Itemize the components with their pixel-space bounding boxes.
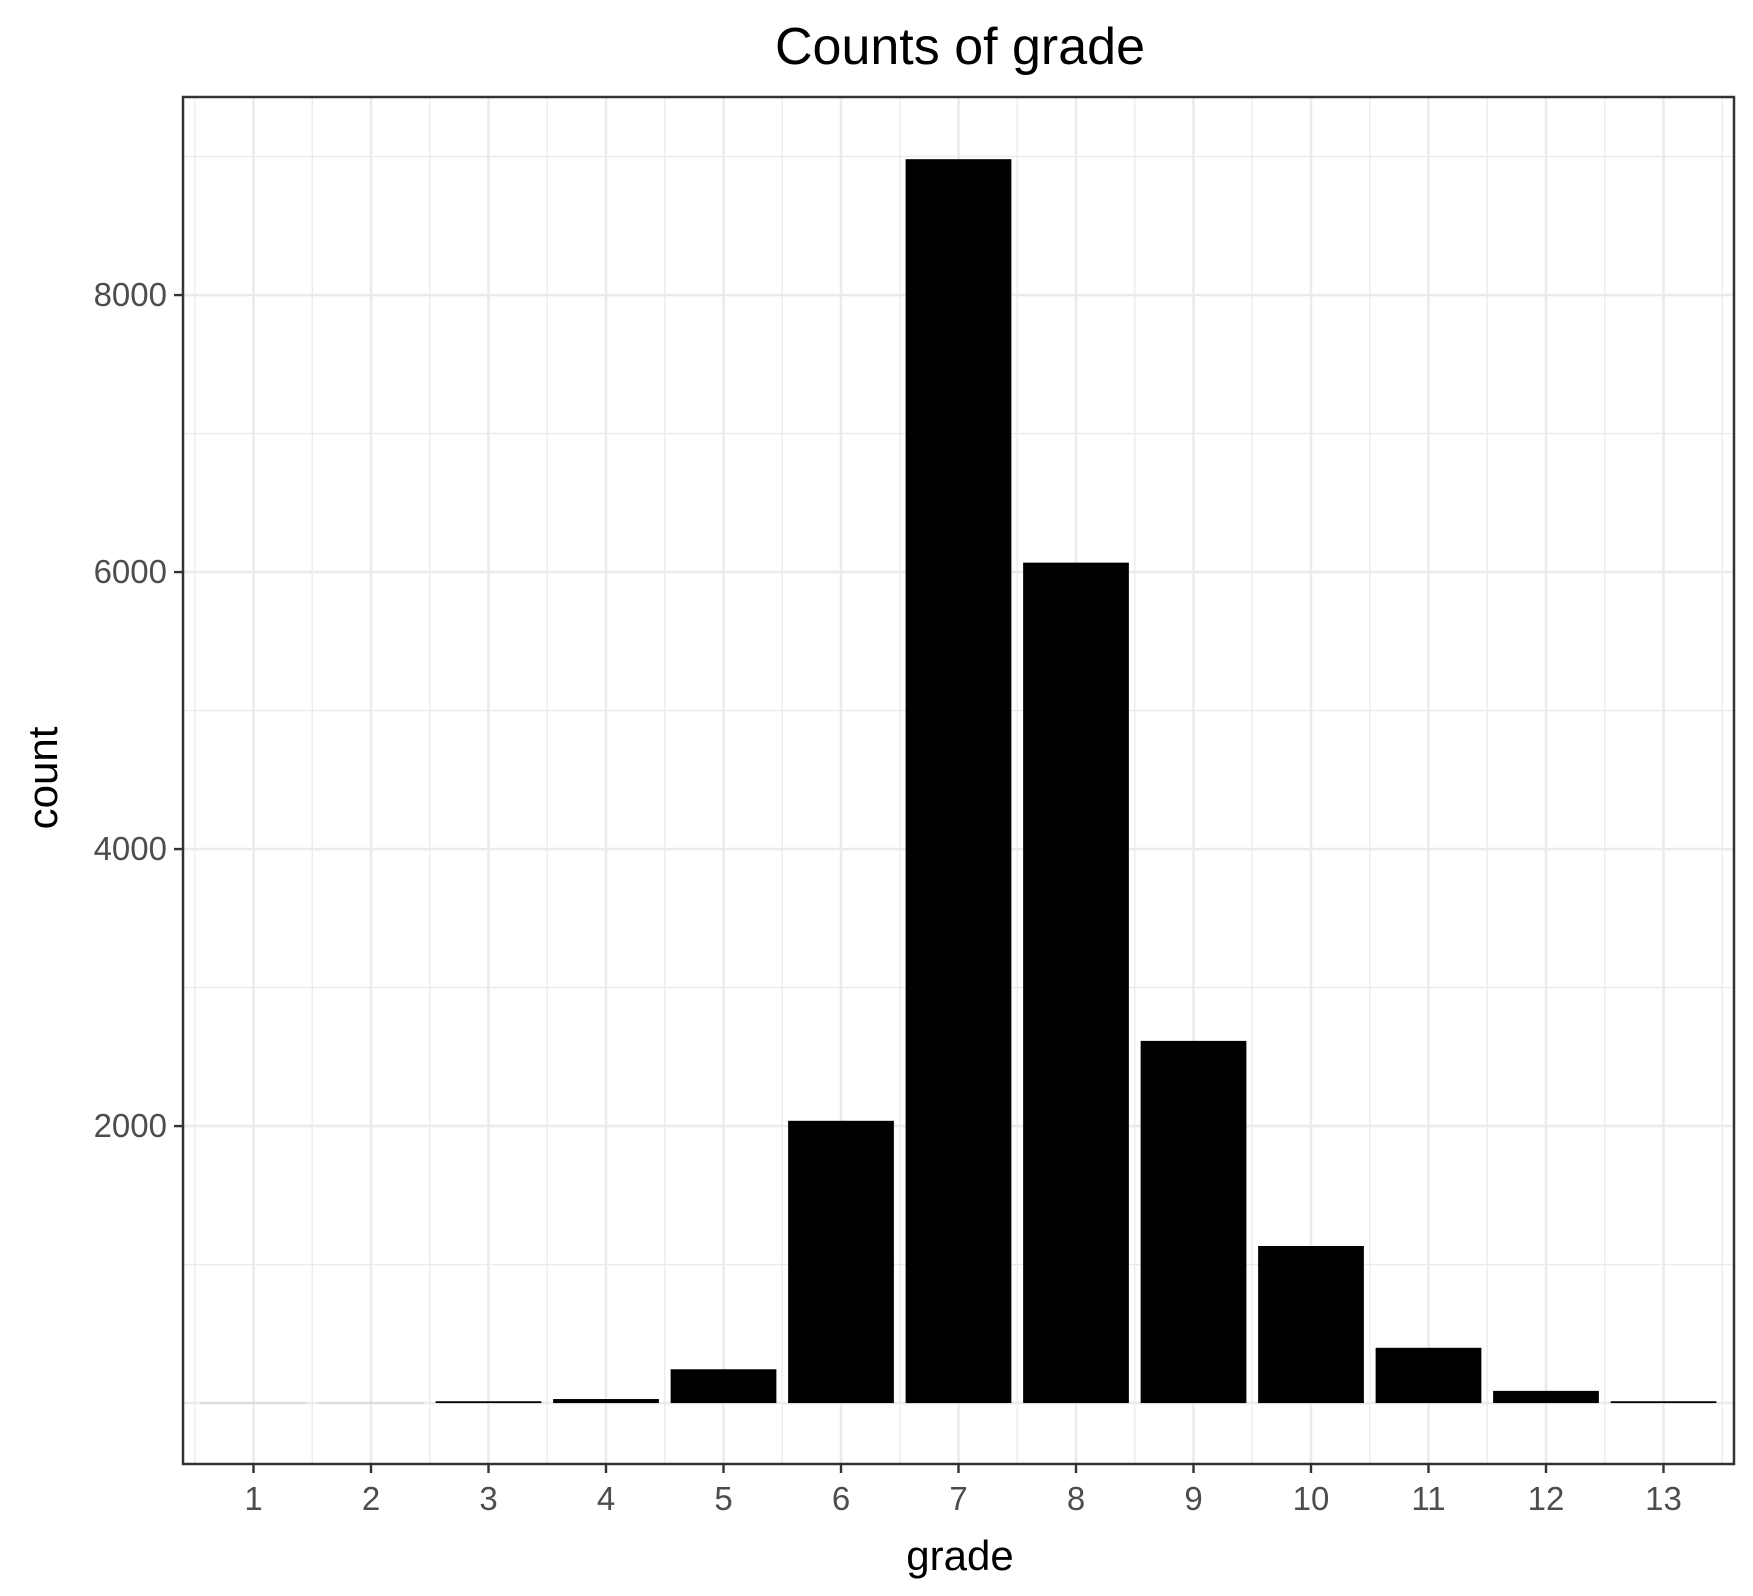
x-tick-label: 9 bbox=[1184, 1480, 1202, 1517]
x-axis-title: grade bbox=[906, 1532, 1013, 1579]
x-tick-label: 11 bbox=[1411, 1480, 1445, 1517]
chart-title: Counts of grade bbox=[775, 18, 1145, 76]
y-tick-label: 4000 bbox=[94, 830, 167, 867]
bar-13 bbox=[1610, 1401, 1717, 1404]
x-tick-label: 5 bbox=[714, 1480, 732, 1517]
bar-3 bbox=[435, 1401, 542, 1404]
bar-9 bbox=[1140, 1040, 1247, 1404]
x-tick-label: 13 bbox=[1645, 1480, 1682, 1517]
y-tick-label: 8000 bbox=[94, 276, 167, 313]
bar-4 bbox=[553, 1399, 659, 1404]
x-tick-label: 2 bbox=[362, 1480, 380, 1517]
x-tick-label: 6 bbox=[832, 1480, 850, 1517]
x-tick-label: 4 bbox=[597, 1480, 615, 1517]
bar-6 bbox=[788, 1120, 894, 1404]
x-tick-label: 7 bbox=[949, 1480, 967, 1517]
x-tick-label: 10 bbox=[1293, 1480, 1330, 1517]
bar-7 bbox=[905, 159, 1012, 1404]
bars bbox=[200, 159, 1717, 1404]
bar-11 bbox=[1375, 1347, 1482, 1404]
y-axis-title: count bbox=[19, 726, 66, 829]
y-tick-label: 6000 bbox=[94, 553, 167, 590]
bar-8 bbox=[1023, 562, 1129, 1404]
x-axis: 1 2 3 4 5 6 7 8 9 10 11 12 13 bbox=[244, 1464, 1682, 1517]
x-tick-label: 8 bbox=[1067, 1480, 1085, 1517]
x-tick-label: 12 bbox=[1528, 1480, 1565, 1517]
bar-12 bbox=[1493, 1390, 1599, 1404]
x-tick-label: 1 bbox=[244, 1480, 262, 1517]
x-tick-label: 3 bbox=[479, 1480, 497, 1517]
y-axis: 2000 4000 6000 8000 bbox=[94, 276, 183, 1144]
y-tick-label: 2000 bbox=[94, 1107, 167, 1144]
bar-5 bbox=[670, 1369, 777, 1404]
bar-10 bbox=[1258, 1246, 1364, 1404]
